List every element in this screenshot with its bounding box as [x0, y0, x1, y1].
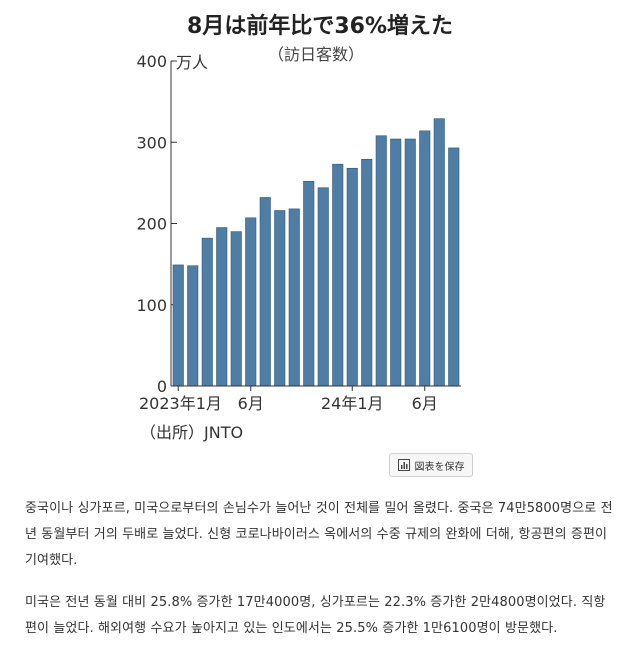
visitor-bar-chart: 8月は前年比で36%増えた （訪日客数） 万人 400 300 200 100 0 20… — [136, 13, 461, 442]
x-tick-label: 6月 — [238, 394, 264, 413]
y-tick-label: 300 — [136, 133, 167, 152]
bar-2023-11 — [317, 187, 329, 387]
y-tick-label: 0 — [157, 377, 167, 396]
bar-2023-09 — [288, 208, 300, 387]
bar-2024-03 — [375, 135, 387, 387]
bar-2023-02 — [187, 265, 199, 387]
x-tick-label: 24年1月 — [321, 394, 384, 413]
unit-label: 万人 — [176, 53, 208, 72]
y-tick-label: 400 — [136, 52, 167, 71]
source-label: （出所）JNTO — [140, 423, 243, 442]
article-paragraph-2: 미국은 전년 동월 대비 25.8% 증가한 17만4000명, 싱가포르는 2… — [25, 595, 606, 636]
x-tick-label: 2023年1月 — [139, 394, 222, 413]
bar-2023-05 — [230, 231, 242, 387]
chart-subtitle: （訪日客数） — [268, 45, 364, 64]
bar-2023-01 — [172, 264, 184, 387]
save-chart-button[interactable]: 図表を保存 — [389, 453, 473, 477]
bar-2023-04 — [216, 227, 228, 387]
y-tick-label: 200 — [136, 215, 167, 234]
bar-2024-04 — [390, 138, 402, 387]
save-chart-label: 図表を保存 — [414, 461, 465, 473]
bar-2023-08 — [274, 210, 286, 387]
bar-2024-06 — [419, 130, 431, 387]
x-axis: 2023年1月 6月 24年1月 6月 — [139, 385, 461, 413]
article-paragraph-1: 중국이나 싱가포르, 미국으로부터의 손님수가 늘어난 것이 전체를 밀어 올렸… — [25, 501, 613, 568]
bar-2023-06 — [245, 217, 257, 387]
x-tick-label: 6月 — [412, 394, 438, 413]
y-tick-label: 100 — [136, 296, 167, 315]
bars — [172, 118, 460, 387]
bar-2024-02 — [361, 159, 373, 387]
chart-icon — [397, 459, 410, 471]
y-axis: 400 300 200 100 0 — [136, 52, 177, 396]
bar-2023-10 — [303, 180, 315, 387]
bar-2024-08 — [448, 147, 460, 387]
bar-2023-12 — [332, 163, 344, 387]
bar-2024-07 — [433, 118, 445, 387]
bar-2024-01 — [346, 167, 358, 387]
bar-2023-03 — [201, 237, 213, 387]
bar-2024-05 — [404, 138, 416, 387]
bar-2023-07 — [259, 197, 271, 387]
chart-title: 8月は前年比で36%増えた — [187, 13, 453, 39]
